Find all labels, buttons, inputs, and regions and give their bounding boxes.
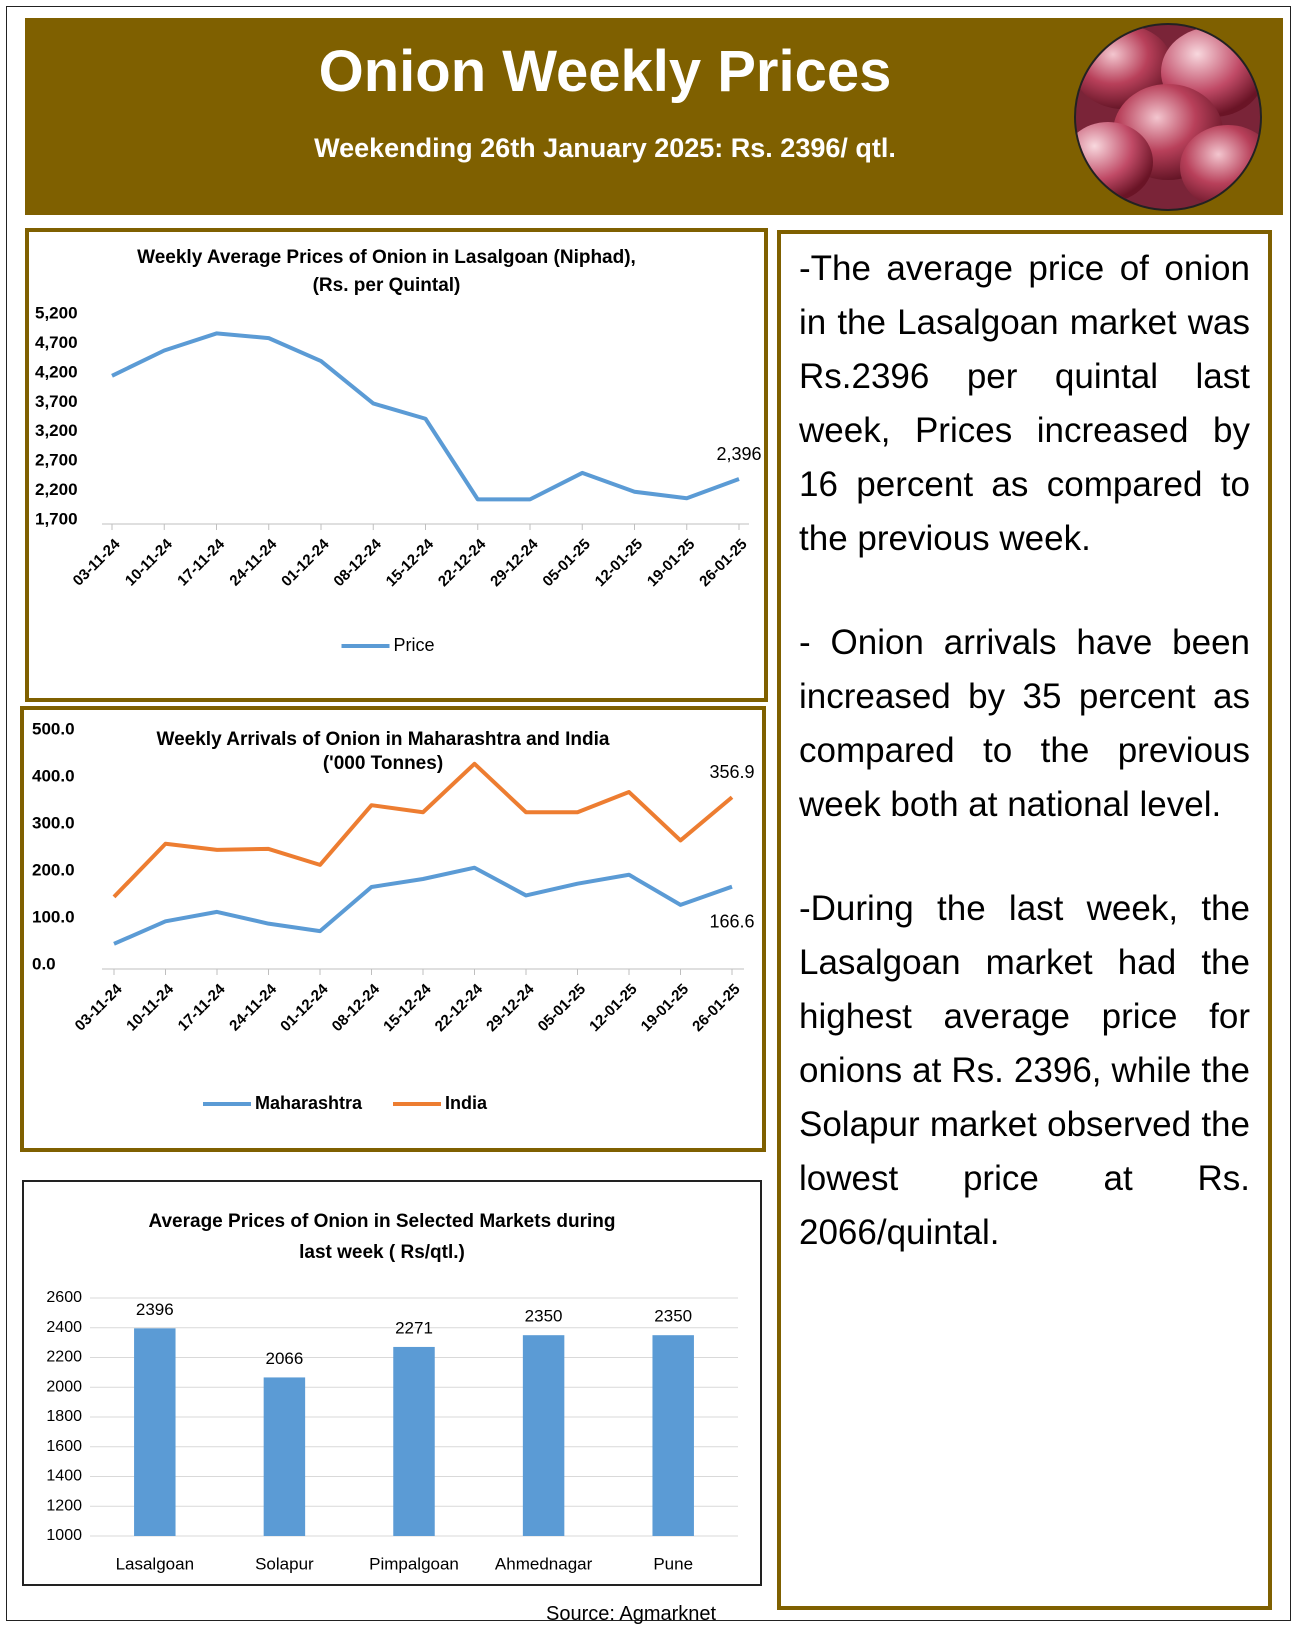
price-chart-box: Weekly Average Prices of Onion in Lasalg… bbox=[25, 228, 768, 702]
y-tick-label: 2600 bbox=[46, 1289, 82, 1306]
bar bbox=[522, 1335, 565, 1536]
y-tick-label: 2400 bbox=[46, 1319, 82, 1336]
paragraph: -The average price of onion in the Lasal… bbox=[799, 249, 1250, 558]
y-tick-label: 100.0 bbox=[32, 907, 75, 926]
y-tick-label: 4,700 bbox=[35, 333, 78, 352]
chart-subtitle: ('000 Tonnes) bbox=[323, 753, 443, 774]
y-tick-label: 1400 bbox=[46, 1468, 82, 1485]
x-tick-label: 19-01-25 bbox=[644, 536, 698, 590]
x-tick-label: 03-11-24 bbox=[70, 535, 124, 589]
subtitle: Weekending 26th January 2025: Rs. 2396/ … bbox=[314, 133, 896, 163]
y-tick-label: 300.0 bbox=[32, 813, 75, 832]
chart-subtitle: last week ( Rs/qtl.) bbox=[299, 1242, 465, 1263]
x-tick-label: 05-01-25 bbox=[539, 536, 593, 590]
y-tick-label: 0.0 bbox=[32, 954, 56, 973]
x-tick-label: 15-12-24 bbox=[380, 980, 435, 1035]
y-tick-label: 500.0 bbox=[32, 719, 75, 738]
y-tick-label: 200.0 bbox=[32, 860, 75, 879]
bar bbox=[134, 1328, 176, 1536]
x-tick-label: 19-01-25 bbox=[638, 981, 692, 1035]
x-tick-label: 08-12-24 bbox=[329, 980, 384, 1035]
arrivals-chart-box: Weekly Arrivals of Onion in Maharashtra … bbox=[20, 706, 766, 1152]
x-tick-label: 26-01-25 bbox=[689, 981, 743, 1035]
text-box: -The average price of onion in the Lasal… bbox=[777, 230, 1272, 1610]
y-tick-label: 4,200 bbox=[35, 362, 78, 381]
line bbox=[113, 865, 733, 946]
line bbox=[112, 761, 734, 899]
y-tick-label: 1,700 bbox=[35, 509, 78, 528]
data-label: 2066 bbox=[265, 1349, 303, 1368]
data-label: 2350 bbox=[654, 1307, 692, 1326]
chart: Average Prices of Onion in Selected Mark… bbox=[46, 1211, 738, 1573]
legend-label: Price bbox=[394, 635, 435, 655]
x-tick-label: 29-12-24 bbox=[483, 980, 538, 1035]
legend-label: India bbox=[445, 1093, 488, 1113]
chart-title: Average Prices of Onion in Selected Mark… bbox=[148, 1211, 615, 1232]
x-tick-label: 10-11-24 bbox=[123, 980, 177, 1034]
page-border bbox=[6, 6, 1291, 1621]
chart: Weekly Average Prices of Onion in Lasalg… bbox=[35, 247, 762, 655]
data-label: 2350 bbox=[525, 1307, 563, 1326]
paragraph: - Onion arrivals have been increased by … bbox=[799, 623, 1250, 824]
x-tick-label: 05-01-25 bbox=[535, 981, 589, 1035]
x-tick-label: 17-11-24 bbox=[175, 980, 229, 1034]
chart: Weekly Arrivals of Onion in Maharashtra … bbox=[32, 719, 755, 1113]
x-tick-label: 24-11-24 bbox=[226, 535, 280, 589]
y-tick-label: 1000 bbox=[46, 1527, 82, 1544]
paragraph: -During the last week, the Lasalgoan mar… bbox=[799, 889, 1250, 1252]
y-tick-label: 3,700 bbox=[35, 392, 78, 411]
x-tick-label: 22-12-24 bbox=[432, 980, 487, 1035]
source: Source: Agmarknet bbox=[546, 1603, 717, 1625]
x-tick-label: 26-01-25 bbox=[696, 536, 750, 590]
x-tick-label: 03-11-24 bbox=[72, 980, 126, 1034]
x-tick-label: 15-12-24 bbox=[383, 535, 438, 590]
x-tick-label: 12-01-25 bbox=[586, 981, 640, 1035]
data-label: 166.6 bbox=[709, 911, 754, 931]
x-tick-label: Ahmednagar bbox=[495, 1554, 593, 1573]
y-tick-label: 2,700 bbox=[35, 451, 78, 470]
legend-label: Maharashtra bbox=[255, 1093, 363, 1113]
x-tick-label: 22-12-24 bbox=[435, 535, 490, 590]
x-tick-label: 01-12-24 bbox=[278, 535, 333, 590]
x-tick-label: Lasalgoan bbox=[116, 1554, 194, 1573]
data-label: 2,396 bbox=[716, 444, 761, 464]
y-tick-label: 1600 bbox=[46, 1438, 82, 1455]
x-tick-label: 24-11-24 bbox=[226, 980, 280, 1034]
y-tick-label: 2200 bbox=[46, 1349, 82, 1366]
markets-chart-box: Average Prices of Onion in Selected Mark… bbox=[22, 1180, 762, 1586]
x-tick-label: Solapur bbox=[255, 1554, 314, 1573]
y-tick-label: 2,200 bbox=[35, 480, 78, 499]
y-tick-label: 2000 bbox=[46, 1378, 82, 1395]
data-label: 356.9 bbox=[709, 762, 754, 782]
data-label: 2271 bbox=[395, 1318, 433, 1337]
chart-title: Weekly Arrivals of Onion in Maharashtra … bbox=[157, 729, 610, 750]
x-tick-label: Pimpalgoan bbox=[369, 1554, 459, 1573]
y-tick-label: 1800 bbox=[46, 1408, 82, 1425]
bar bbox=[263, 1377, 306, 1536]
y-tick-label: 3,200 bbox=[35, 421, 78, 440]
x-tick-label: 10-11-24 bbox=[122, 535, 176, 589]
x-tick-label: Pune bbox=[653, 1554, 693, 1573]
x-tick-label: 01-12-24 bbox=[277, 980, 332, 1035]
bar bbox=[652, 1335, 694, 1536]
x-tick-label: 08-12-24 bbox=[330, 535, 385, 590]
y-tick-label: 5,200 bbox=[35, 303, 78, 322]
header: Onion Weekly Prices Weekending 26th Janu… bbox=[25, 18, 1283, 215]
data-label: 2396 bbox=[136, 1300, 174, 1319]
line bbox=[111, 331, 740, 502]
y-tick-label: 1200 bbox=[46, 1497, 82, 1514]
chart-subtitle: (Rs. per Quintal) bbox=[313, 275, 461, 296]
x-tick-label: 17-11-24 bbox=[174, 535, 228, 589]
y-tick-label: 400.0 bbox=[32, 766, 75, 785]
x-tick-label: 29-12-24 bbox=[487, 535, 542, 590]
title: Onion Weekly Prices bbox=[318, 39, 892, 104]
chart-title: Weekly Average Prices of Onion in Lasalg… bbox=[137, 247, 636, 268]
bar bbox=[393, 1346, 435, 1536]
x-tick-label: 12-01-25 bbox=[592, 536, 646, 590]
onion-image bbox=[1074, 23, 1262, 211]
